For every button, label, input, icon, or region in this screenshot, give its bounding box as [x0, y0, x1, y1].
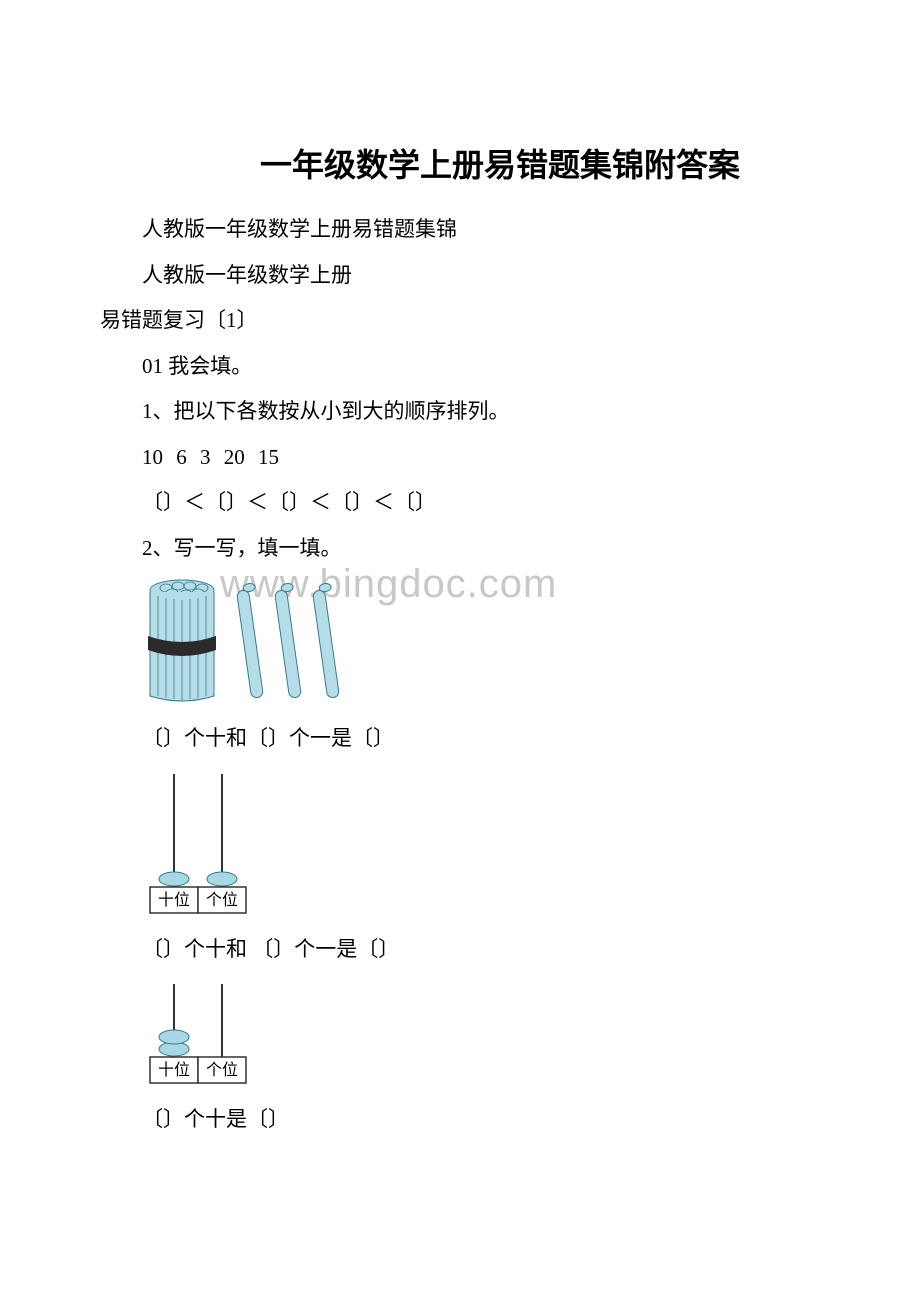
- loose-stick-1: [237, 583, 264, 699]
- question-1-numbers: 10 6 3 20 15: [100, 442, 820, 474]
- subtitle-line-1: 人教版一年级数学上册易错题集锦: [100, 214, 820, 246]
- abacus1-ones-label: 个位: [206, 891, 238, 909]
- sticks-svg: [144, 578, 404, 708]
- abacus1-tens-label: 十位: [158, 891, 190, 909]
- question-2: 2、写一写，填一填。: [100, 533, 820, 565]
- abacus2-ones-label: 个位: [206, 1061, 238, 1079]
- question-1-blanks: 〔〕＜〔〕＜〔〕＜〔〕＜〔〕: [100, 487, 820, 519]
- figure-sticks: [144, 578, 820, 713]
- figure-abacus-1: 十位 个位: [144, 769, 820, 924]
- abacus2-svg: 十位 个位: [144, 979, 274, 1089]
- abacus1-svg: 十位 个位: [144, 769, 274, 919]
- figure-2-caption: 〔〕个十和 〔〕个一是〔〕: [100, 934, 820, 966]
- figure-abacus-2: 十位 个位: [144, 979, 820, 1094]
- page-title: 一年级数学上册易错题集锦附答案: [180, 140, 820, 186]
- loose-stick-3: [313, 583, 340, 699]
- subtitle-line-2: 人教版一年级数学上册: [100, 260, 820, 292]
- section-01-heading: 01 我会填。: [100, 351, 820, 383]
- loose-stick-2: [275, 583, 302, 699]
- abacus2-tens-label: 十位: [158, 1061, 190, 1079]
- figure-1-caption: 〔〕个十和〔〕个一是〔〕: [100, 723, 820, 755]
- review-label: 易错题复习〔1〕: [100, 305, 820, 337]
- stick-bundle: [148, 580, 216, 701]
- figure-3-caption: 〔〕个十是〔〕: [100, 1104, 820, 1136]
- question-1: 1、把以下各数按从小到大的顺序排列。: [100, 396, 820, 428]
